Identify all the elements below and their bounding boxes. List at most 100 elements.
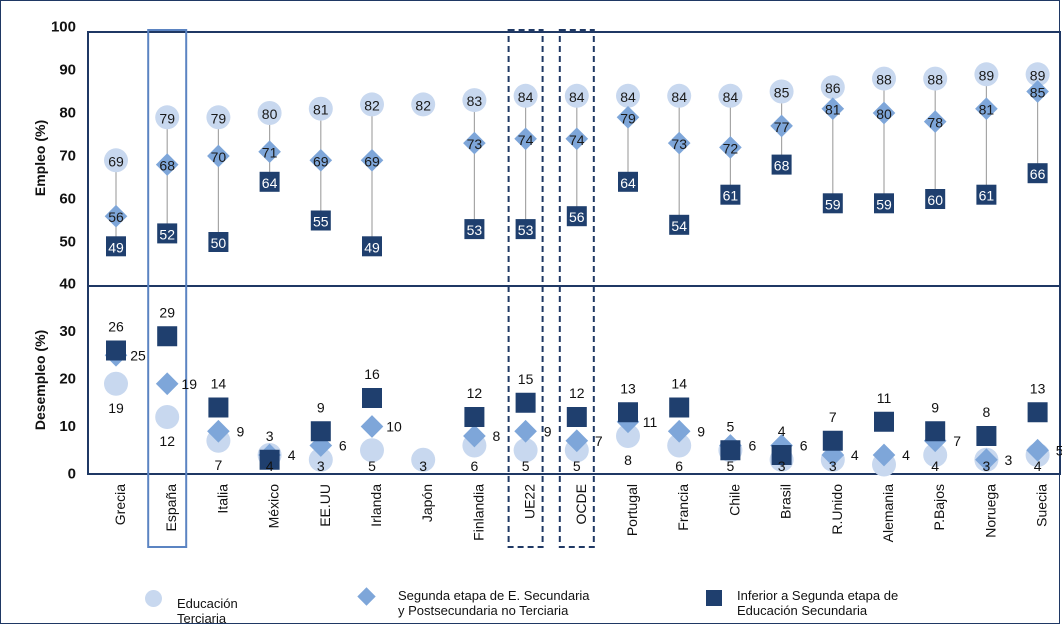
employment-inferior-label: 66 — [1030, 166, 1046, 182]
x-tick-label: Italia — [214, 484, 230, 514]
employment-terciaria-marker — [564, 83, 589, 108]
employment-secundaria-label: 81 — [979, 102, 995, 118]
employment-terciaria-marker — [616, 83, 640, 108]
unemployment-inferior-label: 9 — [317, 399, 325, 415]
x-tick-label: EE.UU — [317, 484, 333, 527]
legend-inferior-line1: Inferior a Segunda etapa de — [737, 588, 899, 603]
unemployment-inferior-marker — [310, 421, 331, 442]
employment-secundaria-label: 56 — [108, 209, 124, 225]
legend-secundaria-line1: Segunda etapa de E. Secundaria — [398, 588, 590, 603]
unemployment-secundaria-marker — [463, 424, 486, 448]
unemployment-terciaria-label: 3 — [317, 458, 325, 474]
employment-secundaria-label: 78 — [927, 115, 943, 131]
employment-inferior-label: 59 — [825, 196, 841, 212]
employment-terciaria-label: 82 — [415, 97, 431, 113]
employment-inferior-label: 49 — [108, 239, 124, 255]
unemployment-secundaria-label: 7 — [953, 433, 961, 449]
unemployment-inferior-marker — [362, 388, 382, 408]
unemployment-secundaria-label: 9 — [237, 423, 245, 439]
employment-inferior-marker — [618, 171, 638, 192]
unemployment-terciaria-label: 4 — [266, 458, 274, 474]
employment-inferior-label: 52 — [159, 226, 175, 242]
x-tick-label: Alemania — [880, 484, 896, 543]
legend-terciaria: Educación Terciaria — [177, 596, 238, 626]
dashed-box-UE22 — [507, 29, 544, 548]
y-tick-label-unemployment: 0 — [68, 466, 76, 483]
employment-inferior-marker — [208, 232, 229, 252]
highlight-box-España — [147, 29, 188, 548]
employment-secundaria-label: 73 — [467, 136, 483, 152]
employment-terciaria-label: 80 — [262, 106, 278, 122]
employment-inferior-marker — [566, 206, 587, 227]
employment-terciaria-label: 84 — [518, 89, 534, 105]
employment-inferior-label: 64 — [620, 175, 636, 191]
unemployment-secundaria-label: 9 — [544, 423, 552, 439]
employment-inferior-label: 53 — [467, 222, 483, 238]
unemployment-inferior-label: 4 — [778, 423, 786, 439]
unemployment-inferior-marker — [669, 397, 690, 418]
employment-secundaria-label: 70 — [211, 149, 227, 165]
unemployment-secundaria-label: 9 — [697, 423, 705, 439]
employment-inferior-label: 55 — [313, 214, 329, 230]
employment-secundaria-label: 81 — [825, 102, 841, 118]
unemployment-inferior-marker — [1027, 402, 1048, 423]
employment-inferior-marker — [310, 210, 331, 231]
employment-terciaria-label: 79 — [159, 110, 175, 126]
unemployment-terciaria-marker — [104, 371, 128, 396]
employment-terciaria-label: 81 — [313, 102, 329, 118]
employment-terciaria-marker — [257, 101, 282, 125]
unemployment-terciaria-label: 3 — [778, 458, 786, 474]
unemployment-inferior-label: 9 — [931, 399, 939, 415]
unemployment-secundaria-marker — [1026, 438, 1049, 462]
employment-terciaria-label: 89 — [1030, 67, 1046, 83]
employment-inferior-label: 59 — [876, 196, 892, 212]
employment-secundaria-label: 74 — [518, 132, 534, 148]
unemployment-terciaria-label: 3 — [419, 458, 427, 474]
unemployment-inferior-marker — [464, 407, 485, 427]
employment-secundaria-label: 68 — [159, 158, 175, 174]
unemployment-inferior-marker — [720, 440, 741, 461]
employment-inferior-label: 60 — [927, 192, 943, 208]
employment-inferior-marker — [362, 236, 382, 257]
unemployment-terciaria-label: 6 — [471, 458, 479, 474]
employment-terciaria-label: 89 — [979, 67, 995, 83]
unemployment-terciaria-label: 5 — [573, 458, 581, 474]
employment-terciaria-label: 69 — [108, 153, 124, 169]
unemployment-terciaria-marker — [308, 447, 333, 472]
unemployment-inferior-label: 13 — [620, 380, 636, 396]
unemployment-inferior-label: 13 — [1030, 380, 1046, 396]
employment-inferior-label: 49 — [364, 239, 380, 255]
employment-terciaria-marker — [667, 83, 692, 108]
employment-secundaria-label: 73 — [671, 136, 687, 152]
x-tick-label: Grecia — [112, 484, 128, 525]
unemployment-terciaria-label: 12 — [159, 433, 175, 449]
employment-secundaria-marker — [923, 110, 947, 133]
employment-secundaria-marker — [975, 97, 998, 121]
unemployment-terciaria-label: 7 — [215, 457, 223, 473]
unemployment-inferior-marker — [822, 430, 843, 451]
employment-inferior-label: 53 — [518, 222, 534, 238]
employment-secundaria-label: 77 — [774, 119, 790, 135]
unemployment-terciaria-marker — [411, 447, 436, 472]
employment-terciaria-marker — [1025, 62, 1050, 87]
unemployment-inferior-marker — [771, 445, 792, 465]
employment-inferior-marker — [464, 219, 485, 240]
x-tick-label: Finlandia — [470, 484, 486, 541]
y-tick-label-employment: 90 — [59, 62, 76, 79]
y-tick-label-employment: 80 — [59, 105, 76, 122]
unemployment-inferior-label: 3 — [266, 428, 274, 444]
unemployment-secundaria-label: 5 — [1056, 442, 1062, 458]
employment-inferior-marker — [720, 184, 741, 205]
employment-terciaria-label: 84 — [671, 89, 687, 105]
y-tick-label-unemployment: 10 — [59, 418, 76, 435]
x-tick-label: México — [266, 484, 282, 529]
y-tick-label-employment: 60 — [59, 191, 76, 208]
dashed-box-OCDE — [558, 29, 595, 548]
employment-terciaria-marker — [872, 66, 896, 91]
employment-terciaria-label: 84 — [620, 89, 636, 105]
employment-secundaria-label: 69 — [364, 153, 380, 169]
chart: 50 60 70 80 90 100 0 10 20 30 40 Empleo (%) Desemple… — [32, 19, 1062, 548]
legend-inferior-line2: Educación Secundaria — [737, 603, 868, 618]
employment-terciaria-label: 79 — [211, 110, 227, 126]
legend-inferior: Inferior a Segunda etapa de Educación Se… — [737, 588, 898, 618]
